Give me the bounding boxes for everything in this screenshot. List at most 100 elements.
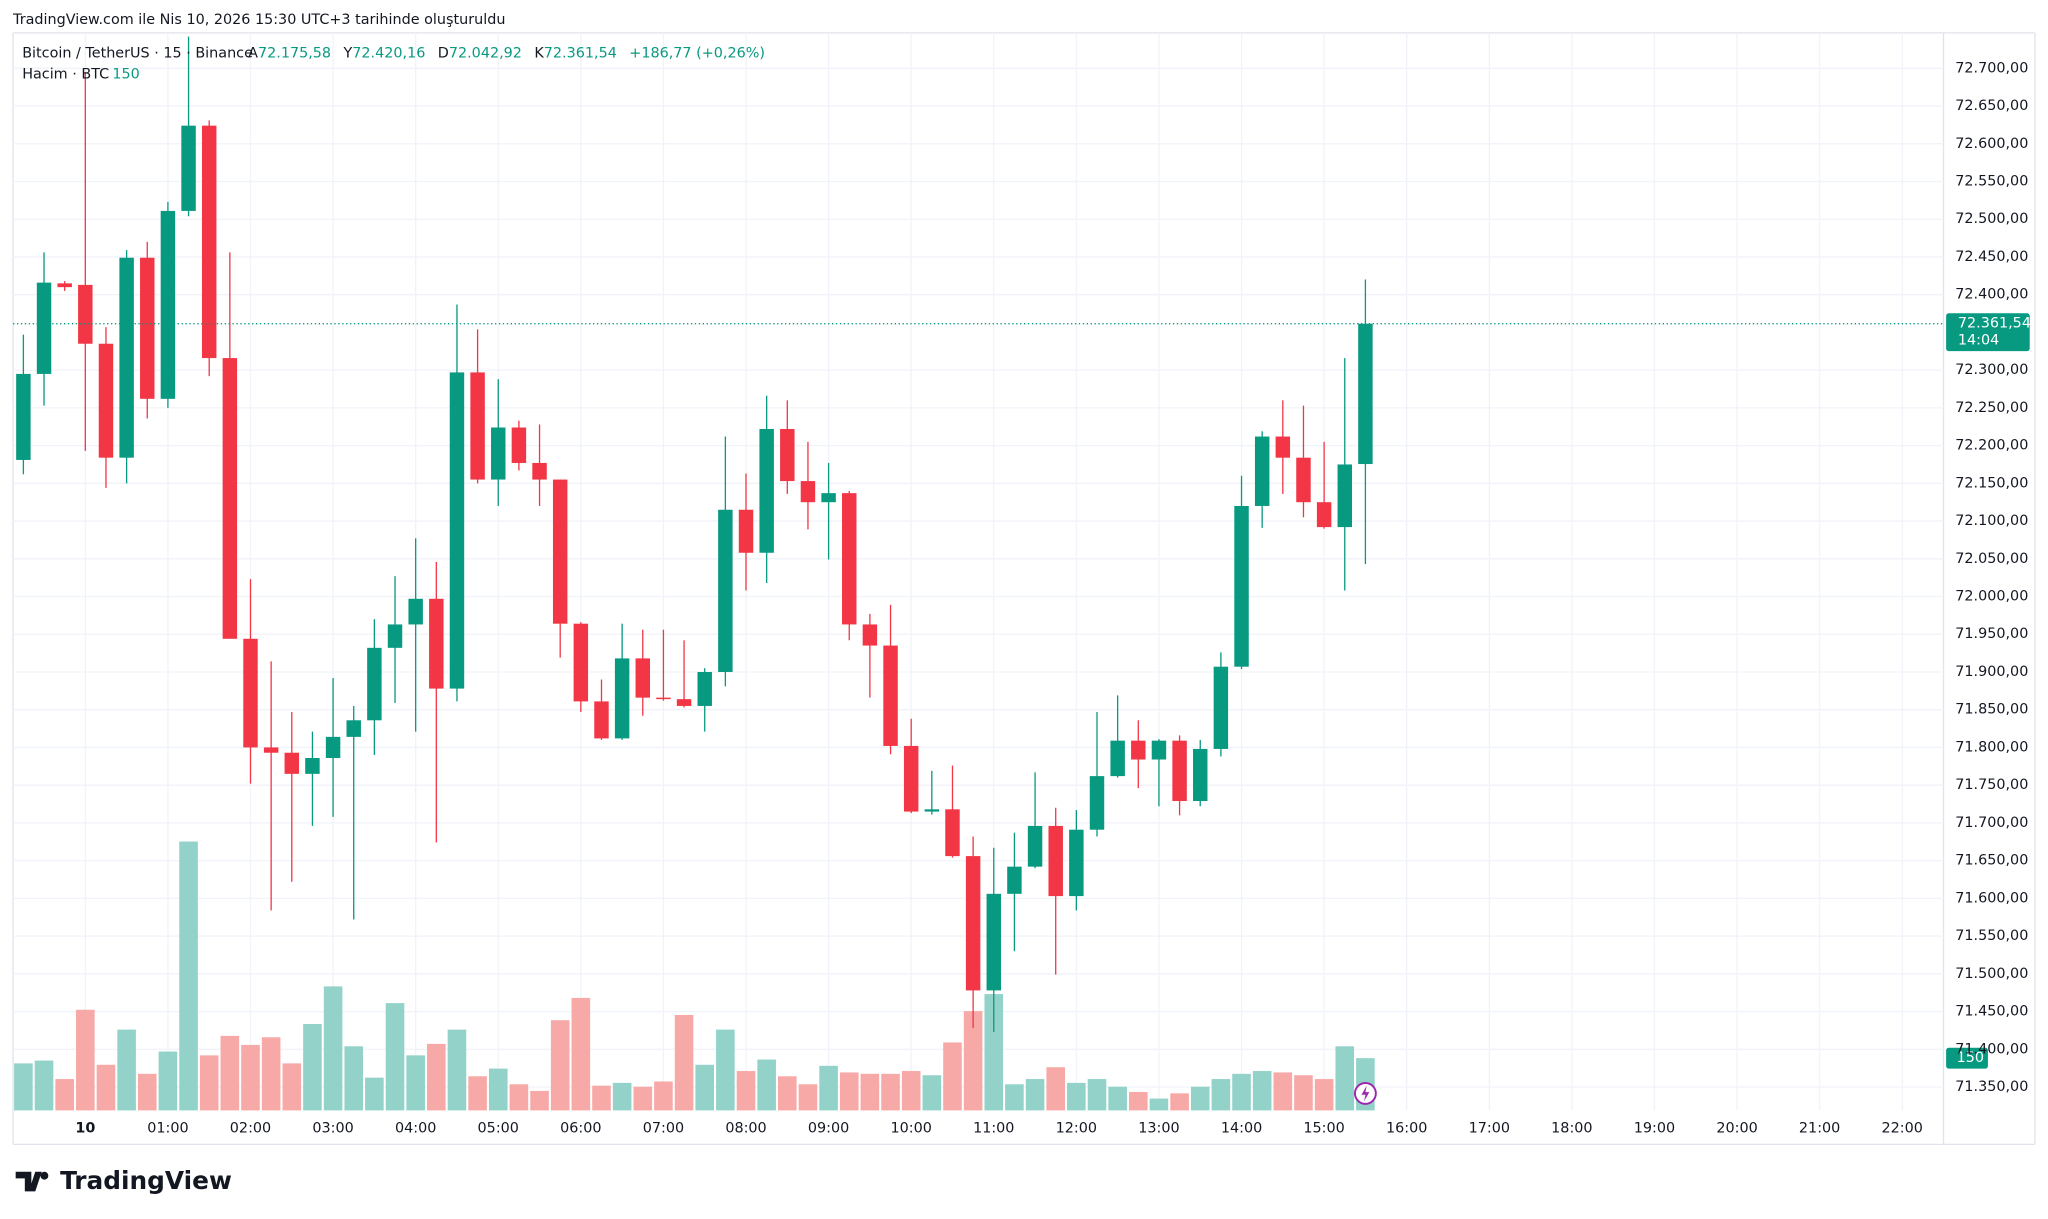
candle-body <box>1337 464 1352 528</box>
y-tick-label: 71.800,00 <box>1955 739 2028 755</box>
candles <box>16 36 1373 1032</box>
x-tick-label: 04:00 <box>395 1121 436 1137</box>
value: 72.420,16 <box>352 46 425 62</box>
volume <box>14 841 1375 1111</box>
volume-bar <box>633 1086 653 1111</box>
volume-bar <box>344 1046 364 1111</box>
value: 72.042,92 <box>449 46 522 62</box>
volume-bar <box>96 1064 116 1111</box>
candle-body <box>1316 502 1332 528</box>
x-tick-label: 14:00 <box>1221 1121 1262 1137</box>
volume-bar <box>757 1059 776 1111</box>
candle-body <box>573 623 589 702</box>
candle-body <box>532 462 547 480</box>
volume-bar <box>261 1037 281 1111</box>
candle-body <box>470 372 485 480</box>
candle-body <box>862 624 878 646</box>
logo-icon <box>15 1171 42 1192</box>
volume-bar <box>14 1063 33 1111</box>
candle-body <box>16 373 31 460</box>
candle-body <box>1151 740 1167 760</box>
y-tick-label: 71.850,00 <box>1955 702 2028 718</box>
candle-body <box>119 257 134 458</box>
volume-bar <box>303 1024 322 1111</box>
x-tick-label: 20:00 <box>1716 1121 1757 1137</box>
volume-bar <box>199 1055 219 1111</box>
x-tick-label: 10 <box>75 1121 95 1137</box>
candle-body <box>800 481 816 503</box>
x-tick-label: 17:00 <box>1469 1121 1510 1137</box>
candle-body <box>1110 740 1125 777</box>
candle-body <box>222 358 238 639</box>
x-tick-label: 18:00 <box>1551 1121 1592 1137</box>
x-tick-label: 12:00 <box>1056 1121 1097 1137</box>
volume-bar <box>984 994 1004 1111</box>
y-tick-label: 71.500,00 <box>1955 966 2028 982</box>
candle-body <box>325 736 341 759</box>
volume-bar <box>736 1071 756 1111</box>
change: +186,77 (+0,26%) <box>629 46 765 62</box>
header: TradingView.com ile Nis 10, 2026 15:30 U… <box>12 12 505 28</box>
volume-bar <box>860 1073 880 1111</box>
x-tick-label: 02:00 <box>230 1121 271 1137</box>
volume-bar <box>798 1084 818 1111</box>
volume-bar <box>1190 1086 1210 1111</box>
candle-body <box>367 647 382 721</box>
y-tick-label: 72.150,00 <box>1955 475 2028 491</box>
value: 72.175,58 <box>258 46 331 62</box>
candle-body <box>98 343 114 458</box>
volume-bar <box>654 1081 673 1111</box>
volume-bar <box>778 1076 797 1111</box>
candle-body <box>759 429 774 553</box>
x-tick-label: 16:00 <box>1386 1121 1427 1137</box>
candle-body <box>201 125 217 359</box>
price-tag <box>1946 313 2030 352</box>
candle-body <box>1358 323 1373 465</box>
volume-bar <box>592 1085 611 1111</box>
volume-bar <box>509 1084 529 1111</box>
label: Y <box>343 46 353 62</box>
y-tick-label: 71.950,00 <box>1955 626 2028 642</box>
candle-body <box>1296 457 1311 503</box>
grid <box>13 32 1944 1111</box>
volume-bar <box>901 1071 921 1111</box>
y-tick-label: 72.550,00 <box>1955 174 2028 190</box>
candle-body <box>821 493 836 503</box>
y-tick-label: 72.400,00 <box>1955 287 2028 303</box>
volume-bar <box>922 1075 942 1111</box>
candle-body <box>57 283 72 288</box>
y-tick-label: 71.350,00 <box>1955 1079 2028 1095</box>
x-tick-label: 08:00 <box>725 1121 766 1137</box>
logo-text: TradingView <box>60 1166 232 1195</box>
y-tick-label: 71.650,00 <box>1955 853 2028 869</box>
volume-bar <box>365 1077 384 1111</box>
y-tick-label: 71.600,00 <box>1955 890 2028 906</box>
candle-body <box>78 284 93 344</box>
y-tick-label: 72.050,00 <box>1955 551 2028 567</box>
volume-bar <box>1149 1098 1169 1111</box>
candle-body <box>656 697 671 700</box>
volume-bar <box>76 1009 95 1111</box>
volume-bar <box>1273 1072 1293 1111</box>
volume-bar <box>447 1029 467 1111</box>
candle-body <box>140 257 155 399</box>
volume-bar <box>179 841 198 1111</box>
legend: Bitcoin / TetherUS · 15 · Binance A72.17… <box>22 46 765 83</box>
volume-value: 150 <box>112 67 139 83</box>
symbol: Bitcoin / TetherUS · 15 · Binance <box>22 46 253 62</box>
volume-bar <box>674 1014 694 1111</box>
x-tick-label: 13:00 <box>1138 1121 1179 1137</box>
candle-body <box>346 720 361 737</box>
candle-body <box>965 856 981 991</box>
candle-body <box>449 372 465 689</box>
volume-bar <box>1108 1086 1127 1111</box>
candle-body <box>408 598 423 625</box>
volume-bar <box>385 1003 405 1111</box>
y-tick-label: 72.300,00 <box>1955 362 2028 378</box>
candle-body <box>511 427 527 463</box>
label: K <box>534 46 544 62</box>
volume-bar <box>55 1079 74 1111</box>
